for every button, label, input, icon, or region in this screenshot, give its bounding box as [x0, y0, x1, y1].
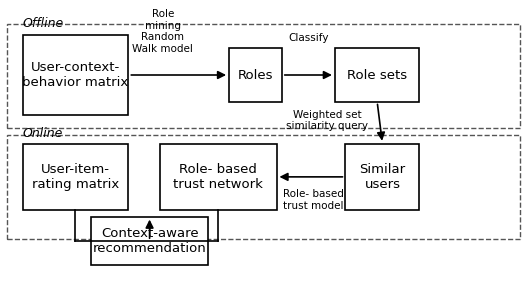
FancyBboxPatch shape [335, 49, 419, 101]
Text: Context-aware
recommendation: Context-aware recommendation [93, 227, 206, 255]
FancyBboxPatch shape [22, 144, 128, 210]
Text: Role sets: Role sets [347, 68, 407, 81]
FancyBboxPatch shape [229, 49, 282, 101]
Text: User-item-
rating matrix: User-item- rating matrix [32, 163, 119, 191]
Text: Role- based
trust network: Role- based trust network [173, 163, 263, 191]
Text: Role
mining
Random
Walk model: Role mining Random Walk model [132, 9, 193, 54]
Text: Role- based
trust model: Role- based trust model [283, 189, 344, 211]
FancyBboxPatch shape [92, 217, 208, 266]
Text: Online: Online [22, 127, 63, 140]
Text: Roles: Roles [238, 68, 273, 81]
Text: User-context-
behavior matrix: User-context- behavior matrix [22, 61, 129, 89]
FancyBboxPatch shape [345, 144, 419, 210]
Text: Weighted set
similarity query: Weighted set similarity query [286, 110, 368, 131]
FancyBboxPatch shape [160, 144, 277, 210]
Text: Similar
users: Similar users [360, 163, 405, 191]
Text: Offline: Offline [22, 16, 64, 29]
FancyBboxPatch shape [22, 35, 128, 115]
Text: Classify: Classify [288, 33, 329, 43]
